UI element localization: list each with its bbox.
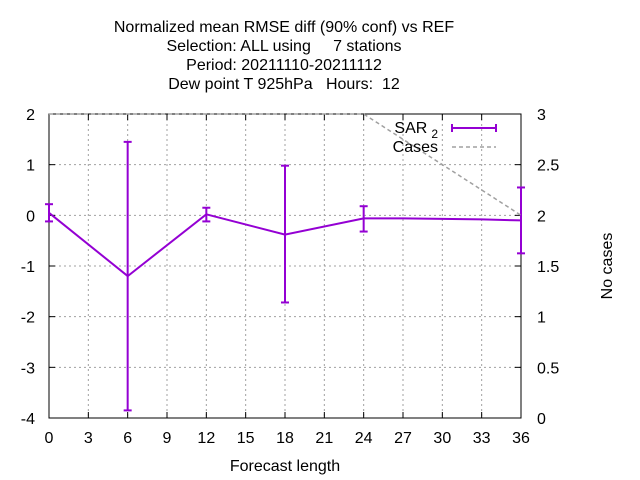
x-axis-label: Forecast length: [230, 458, 340, 475]
y2-tick-label: 1: [537, 310, 546, 327]
y-tick-label: 2: [26, 107, 35, 124]
y2-tick-label: 2.5: [537, 158, 559, 175]
y-tick-label: -2: [21, 310, 35, 327]
x-tick-label: 24: [355, 430, 373, 447]
y-tick-label: 0: [26, 208, 35, 225]
y2-tick-label: 0.5: [537, 360, 559, 377]
x-tick-label: 3: [84, 430, 93, 447]
series-layer: [45, 113, 525, 412]
y-tick-label: -4: [21, 411, 35, 428]
chart-title-line: Dew point T 925hPa Hours: 12: [168, 76, 400, 93]
x-tick-label: 0: [45, 430, 54, 447]
y-tick-label: 1: [26, 158, 35, 175]
y2-axis-label: No cases: [599, 233, 616, 300]
y2-tick-label: 2: [537, 208, 546, 225]
chart-title: Normalized mean RMSE diff (90% conf) vs …: [114, 19, 454, 93]
x-tick-label: 27: [394, 430, 412, 447]
x-tick-label: 36: [512, 430, 530, 447]
legend-label-cases: Cases: [393, 139, 438, 156]
x-tick-label: 33: [473, 430, 491, 447]
x-axis: 0 3 6 9 12 15 18 21 24 27 30 33 36: [45, 114, 530, 447]
y2-tick-label: 0: [537, 411, 546, 428]
y2-tick-label: 1.5: [537, 259, 559, 276]
chart-title-line: Selection: ALL using 7 stations: [166, 38, 401, 55]
chart-title-line: Period: 20211110-20211112: [186, 57, 382, 74]
x-tick-label: 18: [276, 430, 294, 447]
series-line-sar2: [48, 212, 522, 278]
x-tick-label: 12: [197, 430, 215, 447]
y-tick-label: -3: [21, 360, 35, 377]
y-tick-label: -1: [21, 259, 35, 276]
x-tick-label: 9: [163, 430, 172, 447]
y-axis: -4 -3 -2 -1 0 1 2: [21, 107, 55, 428]
y2-axis: 0 0.5 1 1.5 2 2.5 3: [515, 107, 559, 428]
x-tick-label: 15: [237, 430, 255, 447]
legend-label-sar2: SAR 2: [394, 120, 438, 141]
x-tick-label: 21: [315, 430, 333, 447]
x-tick-label: 30: [433, 430, 451, 447]
y2-tick-label: 3: [537, 107, 546, 124]
chart-title-line: Normalized mean RMSE diff (90% conf) vs …: [114, 19, 454, 36]
x-tick-label: 6: [123, 430, 132, 447]
